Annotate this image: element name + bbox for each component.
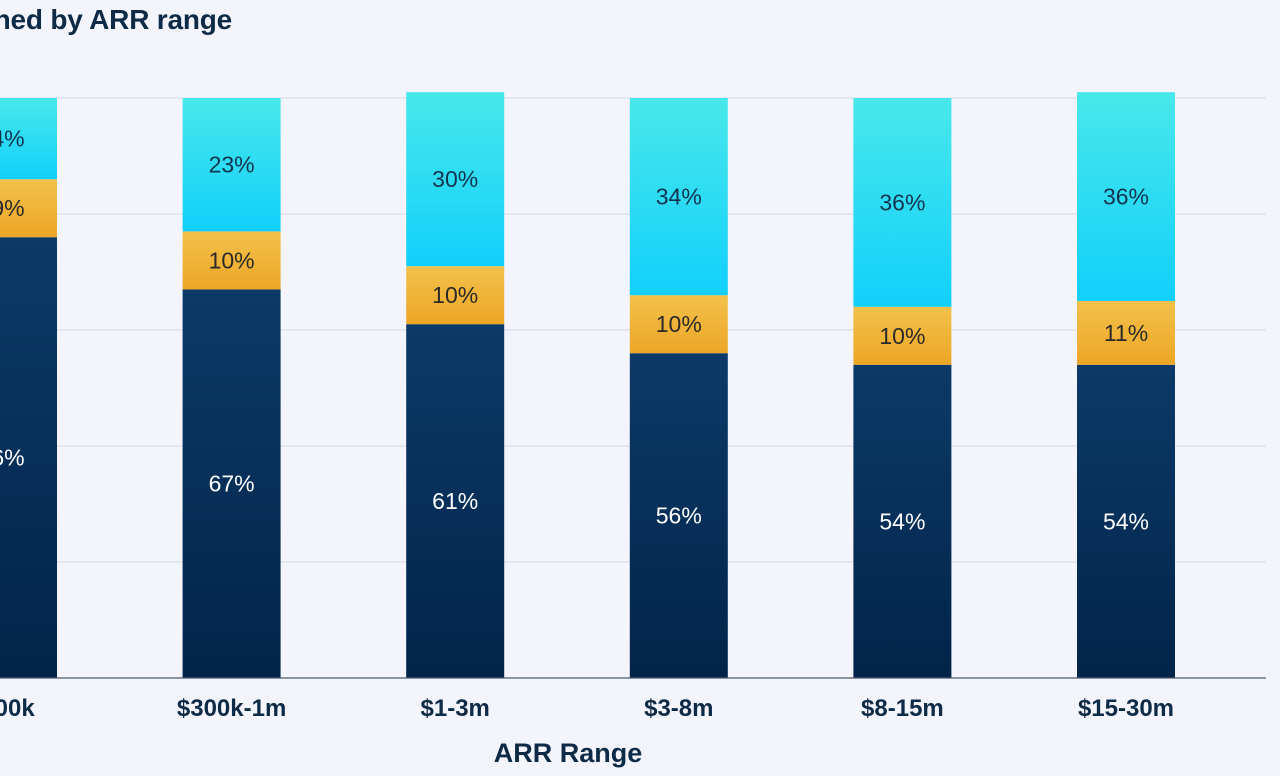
bar-segment xyxy=(1077,92,1175,301)
data-label: 23% xyxy=(209,152,255,178)
data-label: 30% xyxy=(432,166,478,192)
data-label: 67% xyxy=(209,471,255,497)
bar-segment xyxy=(0,237,57,678)
data-label: 61% xyxy=(432,488,478,514)
data-label: 9% xyxy=(0,195,25,221)
bar-segment xyxy=(0,98,57,180)
bar-segment xyxy=(1077,301,1175,365)
x-tick-label: $3-8m xyxy=(644,695,713,722)
data-label: 56% xyxy=(656,503,702,529)
bar-segment xyxy=(182,98,281,232)
data-label: 10% xyxy=(432,282,478,308)
bar-segment xyxy=(629,295,728,354)
data-label: 36% xyxy=(879,189,925,215)
data-label: 36% xyxy=(1103,184,1149,210)
data-label: 10% xyxy=(209,247,255,273)
data-label: 4% xyxy=(0,126,25,152)
bar-segment xyxy=(406,266,505,325)
bar-segment xyxy=(629,98,728,296)
data-label: 54% xyxy=(879,508,925,534)
x-tick-label: $8-15m xyxy=(861,695,944,722)
bar-segment xyxy=(853,98,952,307)
x-tick-label: $1-3m xyxy=(421,695,490,722)
chart-title: ined by ARR range xyxy=(0,4,233,35)
data-label: 54% xyxy=(1103,508,1149,534)
bar-segment xyxy=(0,179,57,238)
bar-segment xyxy=(853,306,952,365)
bar-segment xyxy=(182,231,281,290)
data-label: 34% xyxy=(656,184,702,210)
bar-segment xyxy=(182,289,281,678)
x-tick-label: $15-30m xyxy=(1078,695,1174,722)
bar-segment xyxy=(1077,364,1175,678)
data-label: 10% xyxy=(879,323,925,349)
bar-segment xyxy=(629,353,728,678)
bar-segment xyxy=(853,364,952,678)
data-label: 10% xyxy=(656,311,702,337)
x-axis-title: ARR Range xyxy=(493,738,643,768)
x-tick-label: $300k-1m xyxy=(177,695,286,722)
data-label: 11% xyxy=(1104,320,1148,346)
x-tick-label: 300k xyxy=(0,695,35,722)
bar-segment xyxy=(406,92,505,267)
data-label: 6% xyxy=(0,445,25,471)
bar-segment xyxy=(406,324,505,678)
